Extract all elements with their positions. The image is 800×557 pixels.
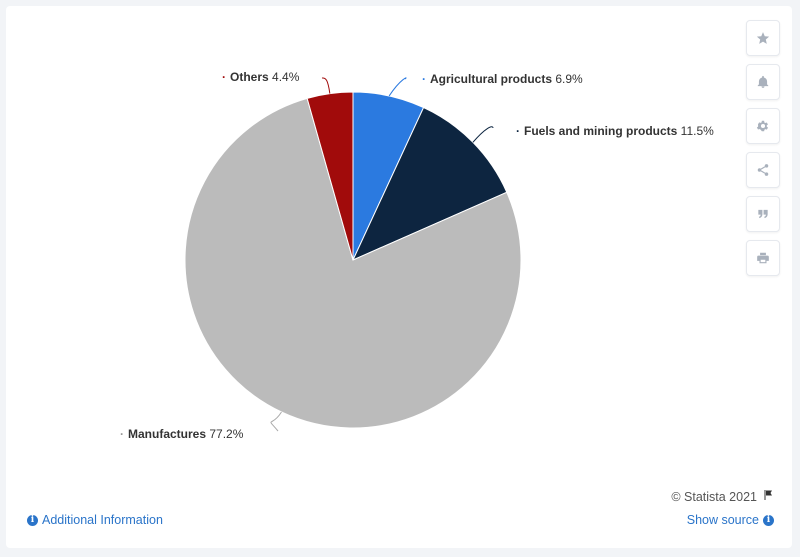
- leader-line: [472, 126, 494, 143]
- leader-line: [270, 411, 282, 432]
- data-label-bullet: ·: [222, 70, 226, 84]
- share-button[interactable]: [746, 152, 780, 188]
- pie-slice-others[interactable]: [306, 91, 354, 261]
- data-label-bullet: ·: [516, 124, 520, 138]
- data-label-bullet: ·: [120, 427, 124, 441]
- info-icon: i: [27, 514, 38, 526]
- cite-button[interactable]: [746, 196, 780, 232]
- copyright: © Statista 2021: [671, 489, 774, 504]
- leader-line: [321, 77, 331, 94]
- toolbar: [746, 20, 780, 276]
- gear-icon: [756, 120, 769, 132]
- leader-line: [388, 77, 407, 97]
- data-label-bullet: ·: [422, 72, 426, 86]
- bell-icon: [757, 75, 769, 88]
- data-label: Fuels and mining products 11.5%: [524, 124, 714, 138]
- data-label: Agricultural products 6.9%: [430, 72, 583, 86]
- flag-icon[interactable]: [762, 489, 774, 504]
- quote-icon: [758, 209, 768, 219]
- settings-button[interactable]: [746, 108, 780, 144]
- additional-information-link[interactable]: i Additional Information: [27, 513, 163, 527]
- favorite-button[interactable]: [746, 20, 780, 56]
- star-icon: [756, 32, 770, 44]
- info-icon: i: [763, 514, 774, 526]
- pie-slice-fuels-and-mining-products[interactable]: [351, 106, 508, 261]
- additional-information-label: Additional Information: [42, 513, 163, 527]
- copyright-text: © Statista 2021: [671, 489, 757, 504]
- share-icon: [757, 164, 769, 176]
- notification-button[interactable]: [746, 64, 780, 100]
- show-source-label: Show source: [686, 513, 759, 527]
- print-icon: [757, 252, 769, 264]
- data-label: Others 4.4%: [230, 70, 300, 84]
- show-source-link[interactable]: Show source i: [687, 513, 774, 527]
- data-label: Manufactures 77.2%: [128, 427, 244, 441]
- print-button[interactable]: [746, 240, 780, 276]
- pie-slice-manufactures[interactable]: [184, 97, 522, 429]
